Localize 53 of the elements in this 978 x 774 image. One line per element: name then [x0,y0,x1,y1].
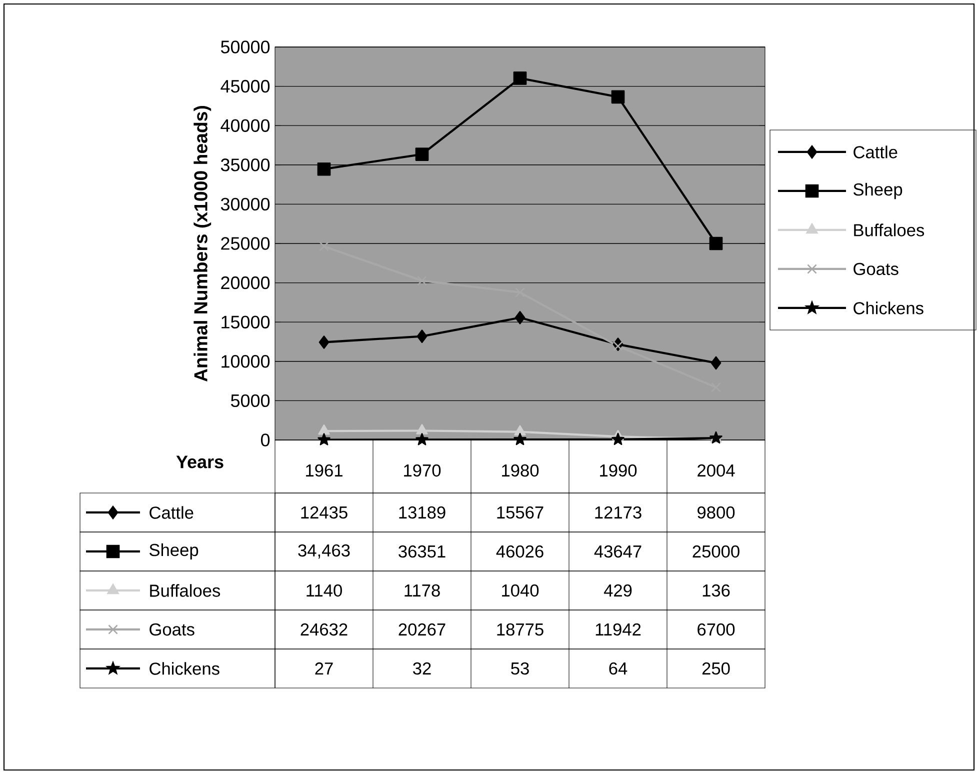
x-tick-label: 1961 [306,464,342,477]
y-tick-label: 45000 [220,80,270,93]
y-tick-label: 30000 [220,198,270,211]
x-tick-label: 1970 [404,464,441,477]
y-tick-label: 5000 [230,394,270,408]
y-tick-label: 15000 [222,316,270,328]
y-tick-label: 40000 [220,119,270,132]
data-label: 43647 [594,545,642,558]
text: Sheep [150,543,198,560]
data-label: 34,463 [298,544,350,559]
data-label: 20267 [398,623,446,636]
data-label: 9800 [698,506,735,519]
text: Goats [150,623,194,636]
data-label: 12173 [595,506,642,519]
data-label: 429 [604,584,632,597]
y-tick-label: 35000 [220,158,270,172]
data-label: 27 [315,662,333,675]
legend-label: Chickens [854,302,924,314]
data-label: 36351 [398,545,446,558]
legend-label: Sheep [854,182,902,200]
text: Buffaloes [854,224,924,236]
data-label: 18775 [497,623,544,636]
legend-label: Goats [854,262,898,276]
text: Cattle [854,146,898,158]
y-tick-label: 10000 [222,355,270,368]
data-label: 12435 [301,506,348,519]
data-label: 11942 [596,623,641,636]
data-label: 136 [702,584,730,597]
x-tick-label: 2004 [698,464,735,477]
data-label: 25000 [692,545,740,558]
data-label: 32 [413,662,431,675]
x-tick-label: 1990 [600,464,637,477]
text: Chickens [150,662,220,675]
y-axis-title: Animal Numbers (x1000 heads) [194,106,212,382]
legend-label: Buffaloes [150,584,220,597]
data-label: 24632 [300,623,348,636]
data-label: 53 [511,662,529,675]
data-label: 15567 [497,506,544,519]
data-label: 1140 [306,584,342,597]
data-label: 64 [609,662,628,675]
data-label: 6700 [698,623,735,636]
data-label: 1040 [502,584,539,597]
y-tick-label: 50000 [220,40,270,54]
data-label: 250 [702,662,730,675]
data-label: 46026 [496,545,544,558]
data-label: 1178 [404,584,440,597]
x-tick-label: 1980 [502,464,539,477]
legend-label: Cattle [150,506,194,519]
data-label: 13189 [399,506,446,519]
y-tick-label: 20000 [221,276,270,290]
y-tick-label: 25000 [221,237,270,250]
x-axis-title: Years [176,456,224,468]
y-tick-label: 0 [260,434,270,446]
